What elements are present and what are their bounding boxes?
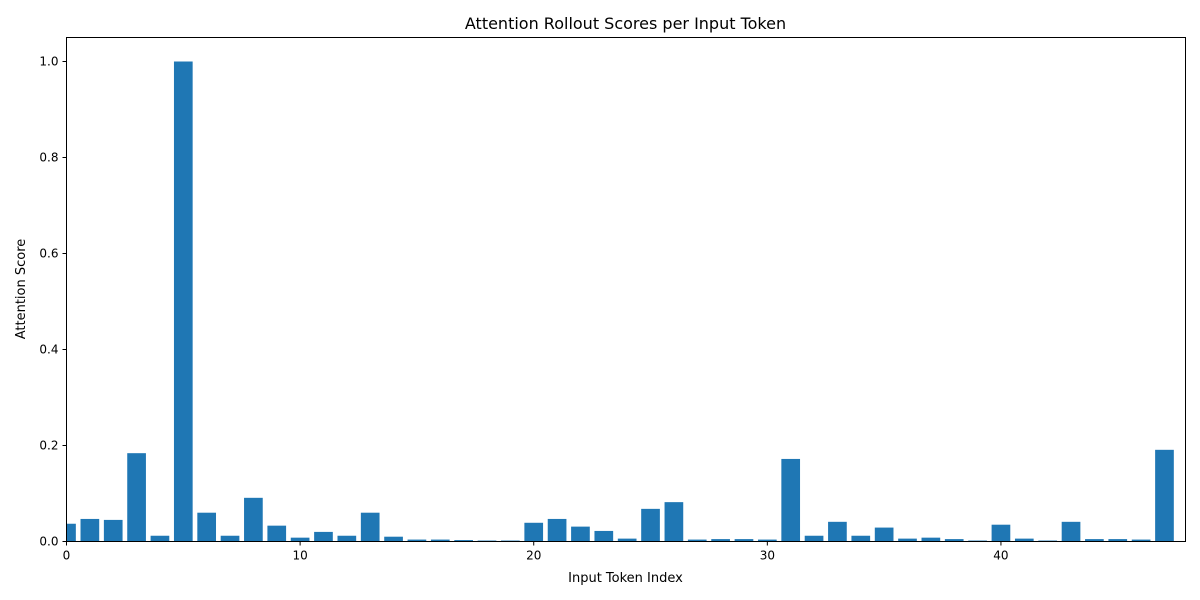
bar-token-5	[173, 61, 193, 542]
bar-token-22	[571, 526, 590, 542]
bar-token-2	[103, 519, 123, 542]
x-tick-label: 40	[993, 549, 1008, 563]
x-axis-label: Input Token Index	[568, 571, 683, 586]
chart-title: Attention Rollout Scores per Input Token	[465, 14, 786, 33]
bar-token-1	[80, 518, 100, 542]
y-tick-label: 1.0	[39, 55, 58, 69]
x-tick-label: 10	[292, 549, 307, 563]
y-axis-label: Attention Score	[14, 239, 29, 340]
bar-token-35	[874, 527, 894, 542]
bar-token-6	[197, 512, 217, 542]
bar-token-32	[804, 535, 824, 542]
x-tick-label: 0	[63, 549, 71, 563]
bar-token-26	[664, 502, 684, 542]
bars-group	[66, 61, 1174, 542]
bar-token-7	[220, 535, 240, 542]
y-tick-label: 0.2	[39, 439, 58, 453]
bar-token-23	[594, 530, 614, 542]
y-tick-label: 0.0	[39, 535, 58, 549]
x-axis-ticks: 0 10 20 30 40	[63, 541, 1009, 563]
y-axis-ticks: 0.0 0.2 0.4 0.6 0.8 1.0	[39, 55, 67, 549]
bar-token-44	[1085, 539, 1104, 542]
y-tick-label: 0.6	[39, 247, 58, 261]
bar-token-12	[337, 535, 357, 542]
bar-token-21	[547, 518, 567, 542]
bar-token-40	[991, 524, 1011, 542]
bar-token-0	[66, 523, 76, 542]
bar-token-46	[1131, 539, 1151, 542]
bar-token-24	[617, 538, 637, 542]
bar-token-4	[150, 535, 170, 542]
bar-token-11	[314, 531, 333, 542]
bar-token-45	[1108, 539, 1128, 542]
bar-token-30	[757, 539, 777, 542]
bar-token-38	[944, 539, 964, 542]
bar-token-43	[1061, 521, 1081, 542]
bar-token-16	[430, 539, 450, 542]
x-tick-label: 30	[760, 549, 775, 563]
bar-token-9	[267, 525, 287, 542]
bar-token-13	[360, 512, 380, 542]
bar-token-15	[407, 539, 427, 542]
bar-token-10	[290, 537, 310, 542]
bar-token-41	[1014, 538, 1034, 542]
bar-token-47	[1155, 449, 1174, 542]
bar-token-14	[384, 536, 403, 542]
bar-token-27	[687, 539, 707, 542]
y-tick-label: 0.8	[39, 151, 58, 165]
plot-frame	[66, 37, 1186, 542]
bar-token-36	[898, 538, 917, 542]
bar-token-31	[781, 458, 801, 542]
bar-token-3	[127, 453, 146, 542]
bar-token-20	[524, 522, 544, 542]
bar-token-37	[921, 537, 941, 542]
bar-token-29	[734, 539, 754, 542]
bar-token-33	[828, 521, 847, 542]
bar-token-25	[641, 508, 660, 542]
bar-token-28	[711, 539, 730, 542]
bar-token-34	[851, 535, 871, 542]
bar-token-17	[454, 540, 473, 542]
bar-token-8	[244, 497, 263, 542]
y-tick-label: 0.4	[39, 343, 58, 357]
x-tick-label: 20	[526, 549, 541, 563]
